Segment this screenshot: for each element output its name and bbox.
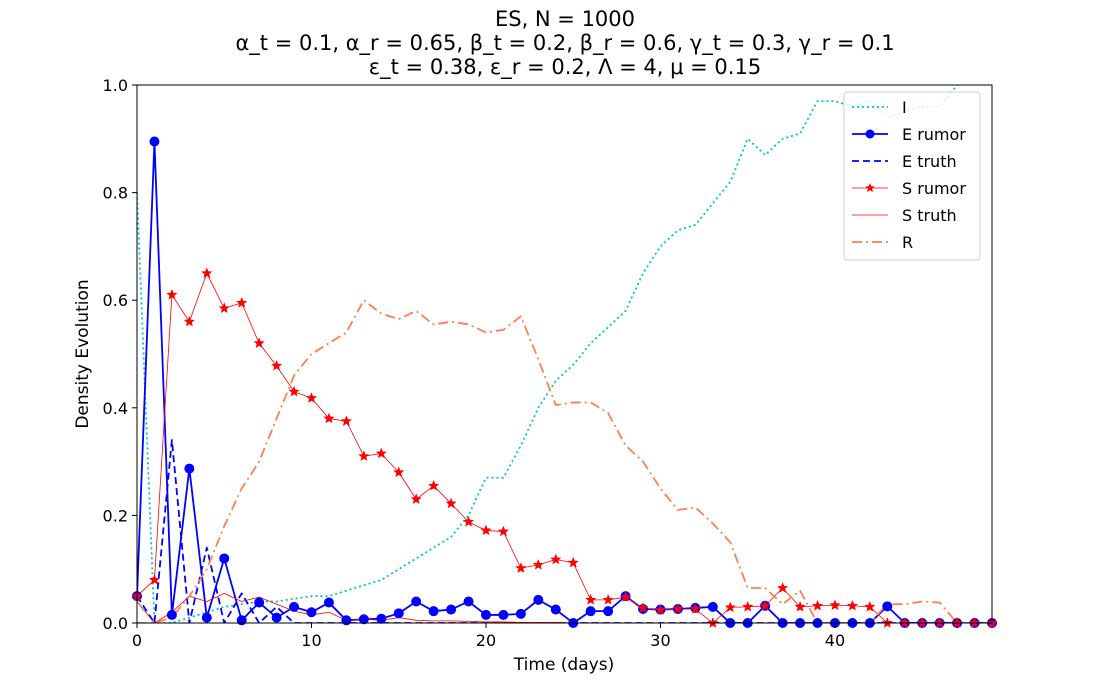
point-e-rumor-26 xyxy=(586,607,595,616)
point-s-rumor-25 xyxy=(568,558,578,567)
title-line-3: ε_t = 0.38, ε_r = 0.2, Λ = 4, μ = 0.15 xyxy=(369,55,761,80)
x-axis-ticks: 0 10 20 30 40 xyxy=(132,623,845,650)
point-s-rumor-6 xyxy=(237,298,247,307)
point-s-rumor-3 xyxy=(185,317,195,326)
point-s-rumor-40 xyxy=(830,600,840,609)
point-e-rumor-5 xyxy=(220,554,229,563)
point-e-rumor-24 xyxy=(551,605,560,614)
point-e-rumor-22 xyxy=(516,609,525,618)
point-s-rumor-23 xyxy=(534,560,544,569)
point-s-rumor-24 xyxy=(551,555,561,564)
legend-label-e-rumor: E rumor xyxy=(902,125,966,144)
title-line-2: α_t = 0.1, α_r = 0.65, β_t = 0.2, β_r = … xyxy=(235,31,894,56)
point-e-rumor-11 xyxy=(324,598,333,607)
point-e-rumor-33 xyxy=(708,602,717,611)
point-s-rumor-27 xyxy=(603,595,613,604)
point-s-rumor-10 xyxy=(307,393,317,402)
legend-label-e-truth: E truth xyxy=(902,152,957,171)
point-s-rumor-5 xyxy=(219,303,229,312)
point-s-rumor-26 xyxy=(586,595,596,604)
point-s-rumor-7 xyxy=(254,338,264,347)
point-e-rumor-13 xyxy=(359,615,368,624)
series-line-r xyxy=(137,300,992,623)
y-tick-label-0.8: 0.8 xyxy=(103,184,128,203)
point-e-rumor-14 xyxy=(377,614,386,623)
x-tick-label-0: 0 xyxy=(132,631,142,650)
point-s-rumor-12 xyxy=(342,416,352,425)
legend-label-i: I xyxy=(902,98,907,117)
point-e-rumor-4 xyxy=(202,613,211,622)
point-e-rumor-10 xyxy=(307,608,316,617)
title-line-1: ES, N = 1000 xyxy=(495,7,635,31)
y-tick-label-0.4: 0.4 xyxy=(103,399,128,418)
legend-marker-e-rumor xyxy=(866,130,875,139)
y-axis-label: Density Evolution xyxy=(73,279,93,428)
legend-label-s-rumor: S rumor xyxy=(902,179,966,198)
y-axis-ticks: 0.0 0.2 0.4 0.6 0.8 1.0 xyxy=(103,76,137,633)
point-s-rumor-41 xyxy=(848,601,858,610)
point-s-rumor-4 xyxy=(202,268,212,277)
point-e-rumor-43 xyxy=(883,602,892,611)
x-tick-label-10: 10 xyxy=(301,631,321,650)
legend-label-r: R xyxy=(902,233,913,252)
x-axis-label: Time (days) xyxy=(513,655,614,675)
point-e-rumor-9 xyxy=(290,602,299,611)
y-tick-label-0.6: 0.6 xyxy=(103,291,128,310)
point-e-rumor-18 xyxy=(447,605,456,614)
y-tick-label-0.0: 0.0 xyxy=(103,614,128,633)
y-tick-label-0.2: 0.2 xyxy=(103,506,128,525)
point-s-rumor-14 xyxy=(377,449,387,458)
legend-label-s-truth: S truth xyxy=(902,206,957,225)
point-s-rumor-37 xyxy=(778,583,788,592)
point-s-rumor-13 xyxy=(359,451,369,460)
point-e-rumor-20 xyxy=(481,610,490,619)
y-tick-label-1.0: 1.0 xyxy=(103,76,128,95)
point-e-rumor-2 xyxy=(167,610,176,619)
x-tick-label-30: 30 xyxy=(650,631,670,650)
point-e-rumor-23 xyxy=(534,595,543,604)
point-s-rumor-39 xyxy=(813,601,823,610)
point-e-rumor-15 xyxy=(394,609,403,618)
legend: I E rumor E truth S rumor S truth R xyxy=(844,92,980,260)
point-e-rumor-1 xyxy=(150,137,159,146)
x-tick-label-20: 20 xyxy=(476,631,496,650)
series-line-s-rumor xyxy=(137,273,992,623)
point-e-rumor-3 xyxy=(185,464,194,473)
point-e-rumor-7 xyxy=(255,598,264,607)
point-s-rumor-20 xyxy=(481,525,491,534)
chart-title: ES, N = 1000 α_t = 0.1, α_r = 0.65, β_t … xyxy=(235,7,894,80)
point-s-rumor-35 xyxy=(743,602,753,611)
point-s-rumor-9 xyxy=(289,387,299,396)
series-line-e-truth xyxy=(137,440,992,623)
point-s-rumor-22 xyxy=(516,563,526,572)
point-s-rumor-21 xyxy=(499,527,509,536)
point-e-rumor-27 xyxy=(604,607,613,616)
point-e-rumor-21 xyxy=(499,610,508,619)
point-e-rumor-19 xyxy=(464,597,473,606)
point-e-rumor-8 xyxy=(272,613,281,622)
point-s-rumor-16 xyxy=(411,494,421,503)
x-tick-label-40: 40 xyxy=(825,631,845,650)
point-s-rumor-8 xyxy=(272,361,282,370)
point-e-rumor-17 xyxy=(429,607,438,616)
point-e-rumor-16 xyxy=(412,597,421,606)
